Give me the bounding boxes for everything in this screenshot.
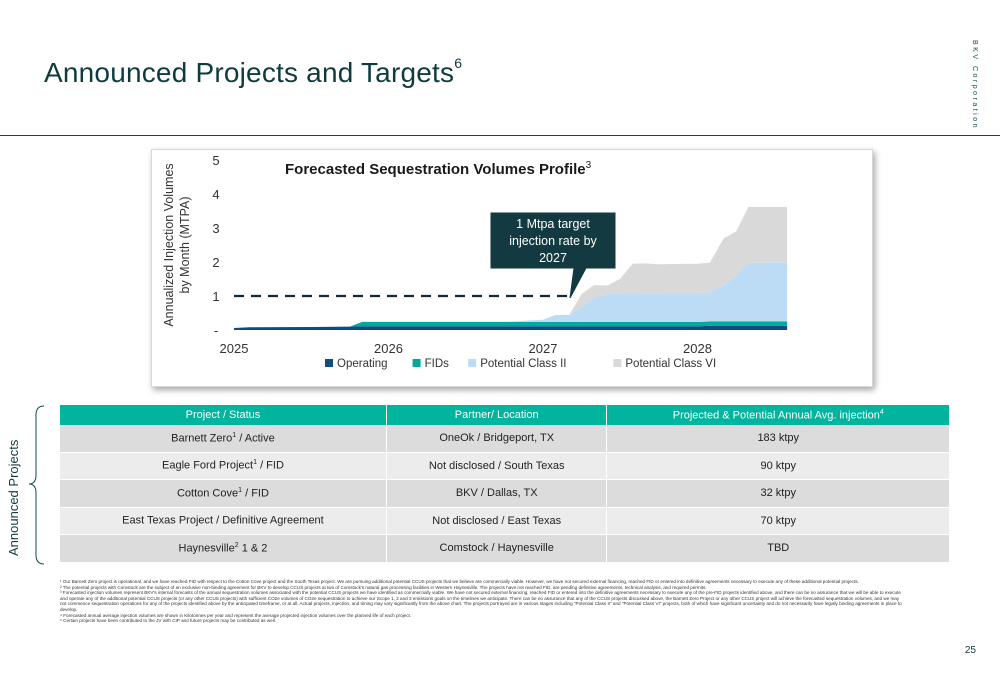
announced-projects-brace: [28, 405, 45, 565]
callout-text: 2027: [539, 251, 567, 265]
cell-project-status: Eagle Ford Project1 / FID: [60, 452, 387, 480]
cell-injection: TBD: [606, 534, 950, 563]
footnote: ³ Forecasted injection volumes represent…: [60, 590, 902, 612]
table-row: Barnett Zero1 / Active OneOk / Bridgeport…: [60, 425, 950, 453]
cell-partner-location: Comstock / Haynesville: [386, 534, 608, 563]
projects-table: Project / Status Partner/ Location Proje…: [60, 405, 950, 563]
y-tick-label: 3: [212, 221, 219, 236]
y-tick-label: -: [214, 323, 218, 338]
title-footnote-ref: 6: [454, 54, 463, 71]
area-operating: [234, 325, 788, 330]
callout-text: injection rate by: [509, 234, 597, 248]
cell-project-status: Haynesville2 1 & 2: [60, 534, 387, 563]
callout-box: [490, 212, 616, 299]
x-tick-label: 2026: [374, 341, 403, 356]
legend-swatch: [325, 359, 333, 367]
page-title: Announced Projects and Targets6: [44, 54, 463, 88]
legend-swatch: [468, 359, 477, 367]
y-tick-label: 4: [212, 187, 219, 202]
announced-projects-label: Announced Projects: [6, 439, 21, 556]
chart-canvas: - 1 2 3 4 5 2025 2026 2027 2028 Annualized Injecti…: [162, 153, 788, 370]
chart-title: Forecasted Sequestration Volumes Profile…: [285, 160, 592, 178]
area-fids: [234, 321, 788, 328]
cell-injection: 70 ktpy: [606, 507, 950, 535]
cell-partner-location: OneOk / Bridgeport, TX: [386, 425, 608, 453]
legend-label: FIDs: [425, 358, 450, 370]
cell-project-status: Barnett Zero1 / Active: [60, 425, 387, 453]
cell-injection: 32 ktpy: [606, 479, 950, 508]
page-number: 25: [964, 645, 976, 656]
title-divider: [0, 135, 1000, 136]
footnotes: ¹ Our Barnett Zero project is operationa…: [60, 579, 905, 624]
x-tick-label: 2025: [220, 341, 249, 356]
table-row: Eagle Ford Project1 / FID Not disclosed /…: [60, 452, 950, 480]
callout-text: 1 Mtpa target: [516, 217, 590, 231]
cell-project-status: Cotton Cove1 / FID: [60, 479, 387, 508]
cell-partner-location: Not disclosed / South Texas: [386, 452, 608, 480]
sequestration-chart: - 1 2 3 4 5 2025 2026 2027 2028 Annualized Injecti…: [151, 149, 873, 387]
y-axis-label: by Month (MTPA): [178, 196, 192, 293]
footnote: ¹ Our Barnett Zero project is operationa…: [60, 579, 859, 584]
brand-wordmark: BKV Corporation: [971, 40, 978, 131]
legend-swatch: [613, 359, 622, 367]
table-row: Cotton Cove1 / FID BKV / Dallas, TX 32 ktp…: [60, 479, 950, 508]
table-row: East Texas Project / Definitive Agreemen…: [60, 507, 950, 535]
footnote: ² The potential projects with Comstock a…: [60, 584, 707, 590]
table-header-row: Project / Status Partner/ Location Proje…: [60, 405, 950, 425]
y-axis-label: Annualized Injection Volumes: [162, 163, 176, 326]
legend-label: Potential Class II: [480, 358, 566, 370]
cell-partner-location: Not disclosed / East Texas: [386, 507, 608, 535]
cell-project-status: East Texas Project / Definitive Agreemen…: [60, 507, 387, 535]
footnote: ⁴ Forecasted annual average injection vo…: [60, 612, 412, 618]
y-tick-label: 5: [212, 153, 219, 168]
col-project-status: Project / Status: [60, 405, 387, 425]
cell-injection: 90 ktpy: [606, 452, 950, 480]
y-tick-label: 1: [212, 289, 219, 304]
y-tick-label: 2: [212, 255, 219, 270]
col-injection: Projected & Potential Annual Avg. inject…: [606, 405, 950, 425]
area-potential-class-vi: [234, 206, 788, 328]
legend-swatch: [412, 359, 421, 367]
legend-label: Operating: [337, 358, 388, 370]
cell-injection: 183 ktpy: [606, 425, 950, 453]
area-potential-class-ii: [234, 262, 788, 328]
cell-partner-location: BKV / Dallas, TX: [386, 479, 608, 508]
legend-label: Potential Class VI: [625, 358, 716, 370]
footnote: ⁵ Certain projects have been contributed…: [60, 618, 277, 624]
x-tick-label: 2028: [683, 341, 712, 356]
col-partner-location: Partner/ Location: [386, 405, 608, 425]
table-row: Haynesville2 1 & 2 Comstock / Haynesville…: [60, 534, 950, 563]
x-tick-label: 2027: [529, 341, 558, 356]
